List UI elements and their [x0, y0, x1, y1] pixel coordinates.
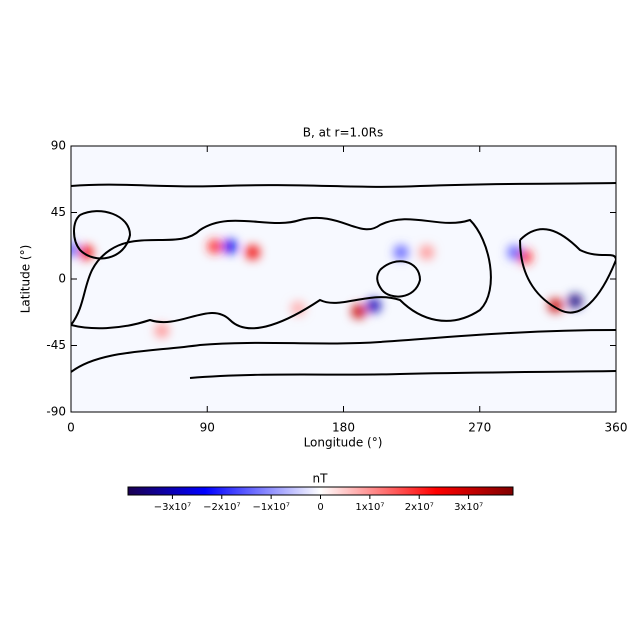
x-tick-label: 270	[468, 421, 491, 435]
y-tick-label: 0	[58, 272, 66, 286]
contours	[71, 182, 616, 379]
chart-title: B, at r=1.0Rs	[303, 126, 383, 140]
field-spot	[245, 245, 260, 260]
field-spot	[207, 239, 222, 254]
y-axis-label: Latitude (°)	[19, 245, 33, 314]
x-tick-label: 90	[200, 421, 215, 435]
contour	[71, 329, 616, 373]
contour	[71, 182, 616, 188]
contour	[71, 217, 492, 330]
field-spot	[222, 239, 237, 254]
colorbar-tick-label: 0	[317, 502, 323, 513]
field-spot	[366, 298, 381, 313]
colorbar-tick-label: 2x10⁷	[405, 502, 434, 513]
x-tick-label: 0	[67, 421, 75, 435]
contour	[189, 370, 616, 379]
field-spot	[507, 245, 522, 260]
x-tick-label: 180	[332, 421, 355, 435]
field-spot	[154, 323, 169, 338]
map-background	[71, 146, 616, 412]
contour	[519, 228, 616, 314]
y-tick-label: -90	[46, 405, 66, 419]
colorbar	[127, 486, 514, 496]
y-tick-label: 90	[51, 139, 66, 153]
colorbar-tick-label: −2x10⁷	[203, 502, 240, 513]
colorbar-tick-label: −3x10⁷	[154, 502, 191, 513]
contour	[73, 210, 132, 260]
colorbar-tick-label: −1x10⁷	[252, 502, 289, 513]
field-spot	[394, 245, 409, 260]
colorbar-tick-label: 1x10⁷	[355, 502, 384, 513]
colorbar-label: nT	[313, 472, 329, 486]
y-tick-label: 45	[51, 205, 66, 219]
x-tick-label: 360	[605, 421, 628, 435]
field-spot	[568, 294, 583, 309]
colorbar-tick-label: 3x10⁷	[454, 502, 483, 513]
x-axis-label: Longitude (°)	[304, 436, 383, 450]
contour	[376, 260, 422, 298]
field-spot	[419, 245, 434, 260]
y-tick-label: -45	[46, 338, 66, 352]
field-spot	[351, 304, 366, 319]
